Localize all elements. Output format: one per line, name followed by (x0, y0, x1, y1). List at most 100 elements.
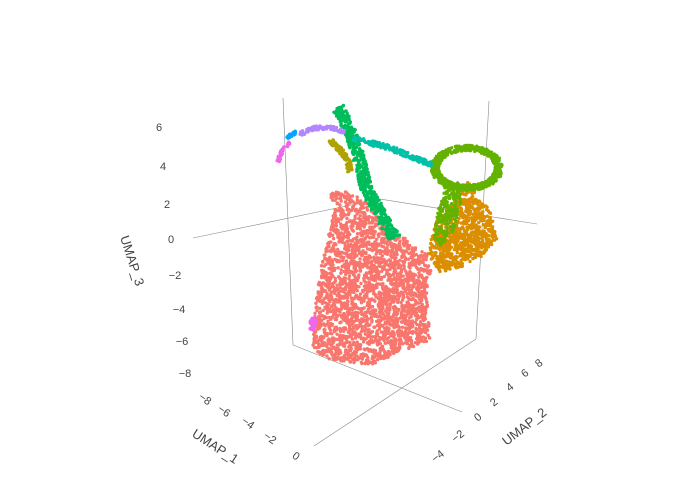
cluster-2-point (473, 211, 477, 216)
cluster-1-point (410, 319, 415, 323)
cluster-2-point (476, 208, 480, 212)
cluster-4-point (365, 193, 369, 197)
cluster-1-point (385, 240, 389, 244)
cluster-1-point (337, 240, 341, 244)
cluster-3-point (432, 175, 436, 180)
cluster-2-point (466, 218, 471, 223)
cluster-1-point (379, 294, 383, 298)
cluster-1-point (385, 268, 389, 273)
cluster-1-point (417, 323, 421, 327)
cluster-1-point (325, 331, 329, 336)
cluster-1-point (344, 235, 348, 239)
cluster-1-point (370, 362, 375, 366)
cluster-1-point (398, 271, 402, 276)
cluster-1-point (318, 351, 322, 356)
cluster-1-point (418, 260, 422, 265)
cluster-2-point (468, 259, 472, 264)
cluster-1-point (330, 260, 335, 264)
cluster-3-point (444, 215, 448, 220)
cluster-1-point (331, 236, 336, 241)
cluster-1-point (360, 324, 364, 328)
cluster-1-point (314, 335, 318, 339)
cluster-4-point (362, 168, 366, 172)
cluster-4-point (380, 204, 384, 209)
cluster-1-point (410, 261, 414, 266)
cluster-1-point (349, 252, 353, 257)
cluster-4-point (373, 202, 378, 207)
cluster-3-point (446, 150, 450, 155)
cluster-3-point (453, 210, 457, 215)
cluster-2-point (448, 267, 452, 271)
cluster-1-point (329, 195, 333, 200)
cluster-1-point (333, 211, 337, 215)
cluster-1-point (389, 338, 394, 343)
cluster-1-point (345, 191, 349, 195)
cluster-2-point (493, 230, 497, 234)
cluster-1-point (330, 191, 335, 195)
cluster-1-point (344, 340, 348, 345)
cluster-1-point (346, 244, 350, 249)
cluster-1-point (396, 266, 400, 270)
cluster-1-point (420, 250, 424, 254)
cluster-1-point (409, 303, 413, 308)
cluster-1-point (352, 249, 356, 253)
cluster-4-point (354, 157, 358, 161)
cluster-1-point (386, 292, 391, 296)
cluster-1-point (353, 241, 358, 245)
cluster-1-point (419, 281, 423, 285)
cluster-1-point (318, 324, 323, 328)
cluster-1-point (360, 297, 364, 302)
cluster-1-point (327, 325, 331, 329)
cluster-1-point (355, 212, 359, 216)
cluster-1-point (332, 214, 336, 219)
cluster-1-point (331, 285, 336, 289)
cluster-1-point (392, 253, 397, 257)
cluster-1-point (352, 252, 357, 256)
cluster-3-point (446, 181, 450, 186)
cluster-1-point (353, 263, 358, 267)
cluster-1-point (338, 321, 342, 325)
cluster-1-point (403, 318, 408, 322)
cluster-3-point (436, 216, 441, 220)
cluster-1-point (356, 209, 360, 213)
cluster-1-point (363, 236, 367, 240)
cluster-1-point (329, 249, 333, 254)
cluster-2-point (464, 200, 469, 204)
cluster-2-point (469, 231, 473, 235)
cluster-3-point (489, 154, 493, 158)
cluster-1-point (373, 292, 377, 296)
cluster-3-point (454, 195, 459, 199)
cluster-5-point (353, 136, 357, 140)
cluster-2-point (440, 265, 444, 269)
cluster-1-point (356, 241, 360, 245)
cluster-1-point (371, 218, 375, 222)
cluster-2-point (486, 223, 490, 227)
cluster-2-point (487, 237, 491, 242)
cluster-1-point (327, 240, 331, 245)
cluster-1-point (388, 259, 393, 263)
cluster-3-point (468, 145, 473, 149)
cluster-3-point (442, 238, 447, 242)
cluster-1-point (336, 356, 340, 361)
cluster-4-point (365, 182, 369, 186)
cluster-2-point (455, 250, 459, 255)
cluster-1-point (395, 284, 399, 289)
cluster-1-point (390, 298, 395, 302)
cluster-1-point (374, 338, 378, 342)
cluster-1-point (370, 304, 375, 309)
cluster-2-point (480, 214, 484, 218)
cluster-3-point (439, 207, 444, 212)
cluster-1-point (360, 253, 364, 257)
cluster-1-point (384, 248, 389, 252)
cluster-2-point (456, 243, 461, 248)
cluster-1-point (355, 195, 359, 199)
cluster-3-point (444, 195, 448, 199)
cluster-1-point (358, 257, 362, 261)
cluster-1-point (351, 200, 355, 204)
cluster-1-point (336, 266, 340, 270)
cluster-1-point (380, 286, 385, 290)
cluster-2-point (429, 248, 433, 252)
cluster-1-point (364, 292, 368, 296)
cluster-3-point (449, 228, 454, 232)
